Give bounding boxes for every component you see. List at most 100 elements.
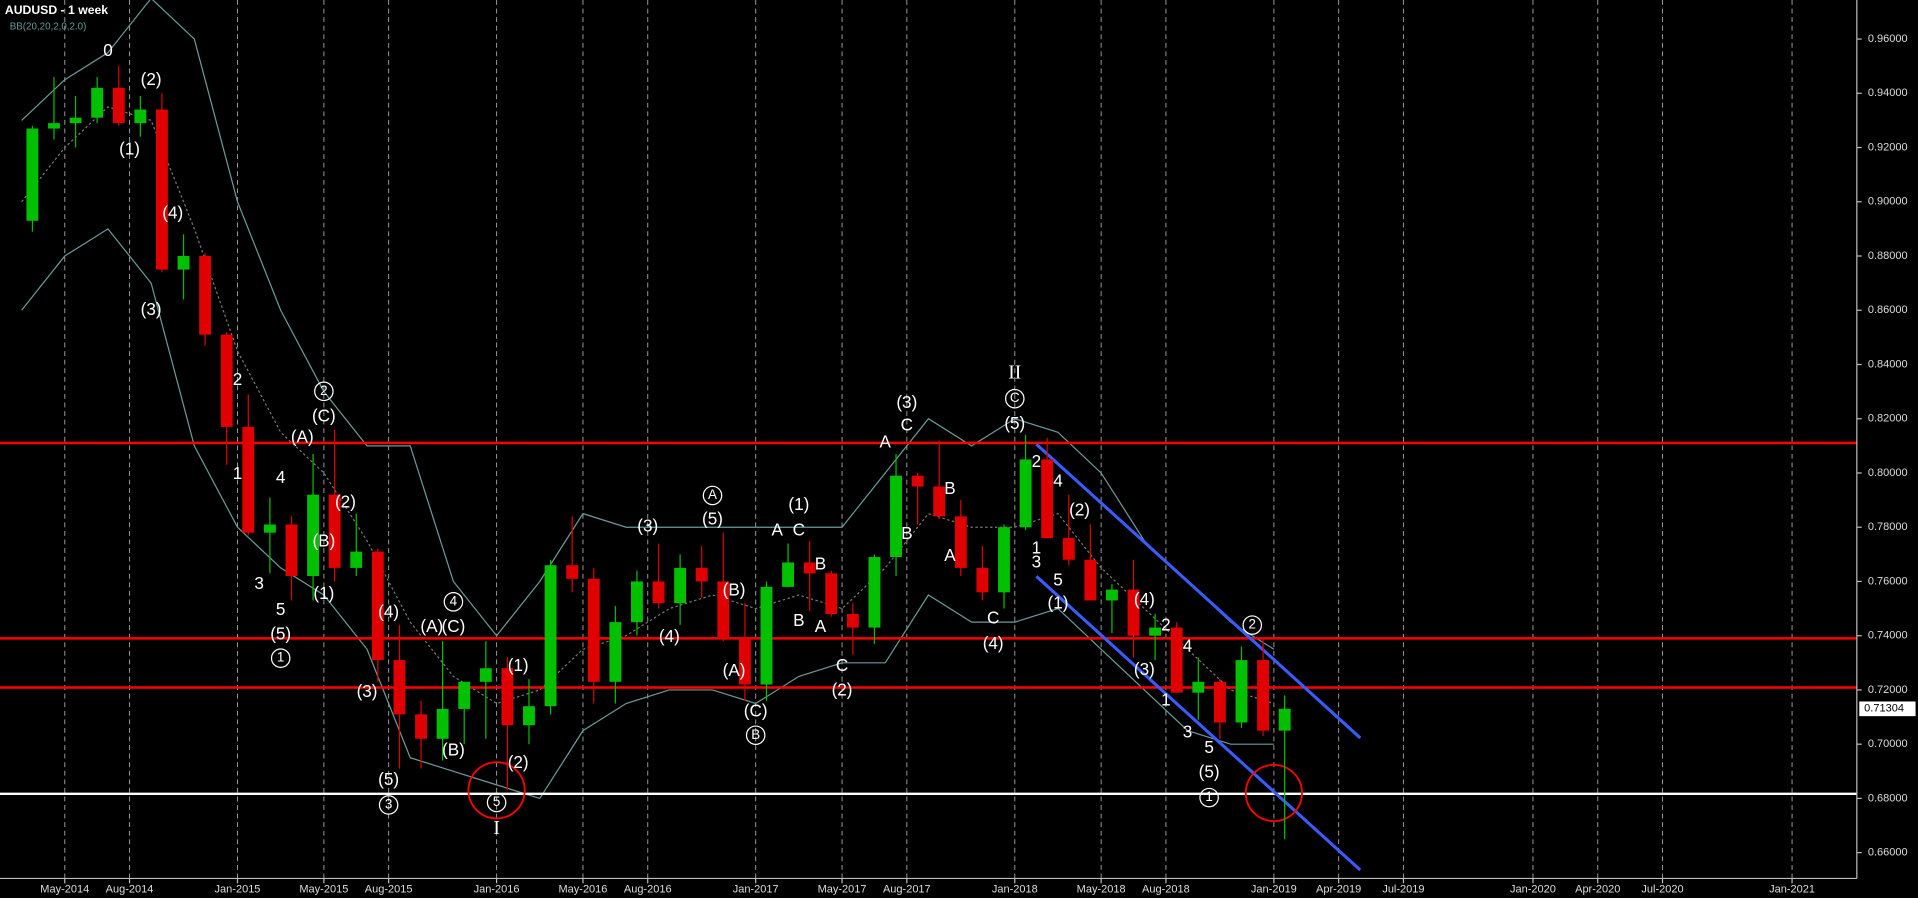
candle-body [954,516,967,568]
candle-body [501,668,514,726]
bollinger-upper [21,0,1275,650]
chart-title: AUDUSD - 1 week [5,3,108,17]
wave-label: A [944,546,956,565]
candle-body [48,123,60,129]
wave-label: A [815,617,827,636]
wave-label: (5) [378,770,399,789]
candle-body [587,578,600,682]
candle-body [1127,589,1140,636]
x-tick-label: Aug-2017 [883,883,931,895]
wave-label: I [493,818,500,839]
wave-label: II [1008,363,1021,384]
x-tick-label: Jan-2018 [992,883,1038,895]
wave-label: (C) [312,407,336,426]
wave-label: 1 [1205,789,1212,804]
x-tick-label: Jan-2017 [733,883,779,895]
candle-body [1278,708,1291,731]
wave-label: (2) [508,753,529,772]
wave-label: A [880,432,892,451]
wave-label: (5) [702,509,723,528]
wave-label: 2 [320,383,327,398]
wave-label: (4) [983,634,1004,653]
wave-label: (3) [141,300,162,319]
y-tick-label: 0.88000 [1868,250,1908,262]
candle-layer [26,66,1291,840]
wave-label: (3) [637,517,658,536]
candle-body [523,706,535,726]
wave-circle [314,381,334,402]
wave-label: 2 [1161,616,1171,635]
wave-label: 3 [254,574,264,593]
candle-body [220,334,233,427]
wave-label: 4 [1183,637,1193,656]
wave-label: (A) [723,661,746,680]
wave-label: (5) [1004,414,1025,433]
candle-body [112,87,125,124]
candle-body [717,581,730,639]
wave-label: (3) [1134,660,1155,679]
candle-body [1170,627,1183,693]
wave-label: (1) [788,495,809,514]
y-tick-label: 0.78000 [1868,521,1908,533]
wave-label: B [793,611,804,630]
y-tick-label: 0.80000 [1868,467,1908,479]
wave-label: (3) [896,393,917,412]
annotation-layer: 0(2)(1)(4)(3)212(C)(A)4(2)(B)3(1)5(5)1(4… [103,41,1263,839]
wave-label: 4 [450,593,458,608]
candle-body [782,562,795,587]
wave-label: (C) [442,617,466,636]
candle-body [371,551,384,661]
wave-circle [443,592,464,612]
candle-body [69,117,82,124]
candle-body [328,494,341,568]
wave-label: 2 [233,370,243,389]
candle-body [695,567,708,582]
bollinger-middle [21,106,1275,705]
x-tick-label: May-2018 [1077,883,1126,895]
wave-label: (B) [442,741,465,760]
wave-label: 2 [1032,452,1042,471]
wave-label: 5 [1204,738,1214,757]
wave-label: 1 [233,464,243,483]
candle-body [199,256,212,335]
wave-label: (1) [313,584,334,603]
candle-body [1192,681,1205,693]
wave-label: 1 [1032,539,1042,558]
grid-layer [64,0,1793,879]
x-tick-label: Jul-2019 [1382,883,1424,895]
indicator-label: BB(20,20,2,0,2.0) [10,21,87,32]
candle-body [652,581,665,604]
y-tick-label: 0.74000 [1868,630,1908,642]
wave-label: 4 [276,468,286,487]
candle-body [825,573,838,615]
y-tick-label: 0.68000 [1868,792,1908,804]
wave-circle [270,648,291,668]
wave-label: 3 [1032,552,1042,571]
wave-label: B [901,524,912,543]
candle-body [933,486,946,517]
candle-body [263,524,276,533]
candle-body [479,668,492,682]
wave-circle [1199,787,1219,808]
y-tick-label: 0.96000 [1868,33,1908,45]
wave-label: 5 [1053,571,1063,590]
candle-body [738,638,751,685]
candle-body [285,524,298,577]
wave-label: 0 [103,41,113,60]
wave-label: 1 [1161,691,1171,710]
wave-label: (1) [508,656,529,675]
y-tick-label: 0.86000 [1868,304,1908,316]
candle-body [26,128,39,221]
y-tick-label: 0.76000 [1868,575,1908,587]
y-tick-label: 0.92000 [1868,141,1908,153]
x-tick-label: May-2015 [299,883,348,895]
wave-circle [745,725,766,746]
overlay-layer [0,0,1857,872]
x-tick-label: Apr-2020 [1575,883,1620,895]
y-tick-label: 0.66000 [1868,847,1908,859]
wave-label: C [901,415,913,434]
candle-body [134,109,147,124]
candle-body [890,475,902,558]
y-tick-label: 0.84000 [1868,358,1908,370]
candle-body [436,708,449,739]
